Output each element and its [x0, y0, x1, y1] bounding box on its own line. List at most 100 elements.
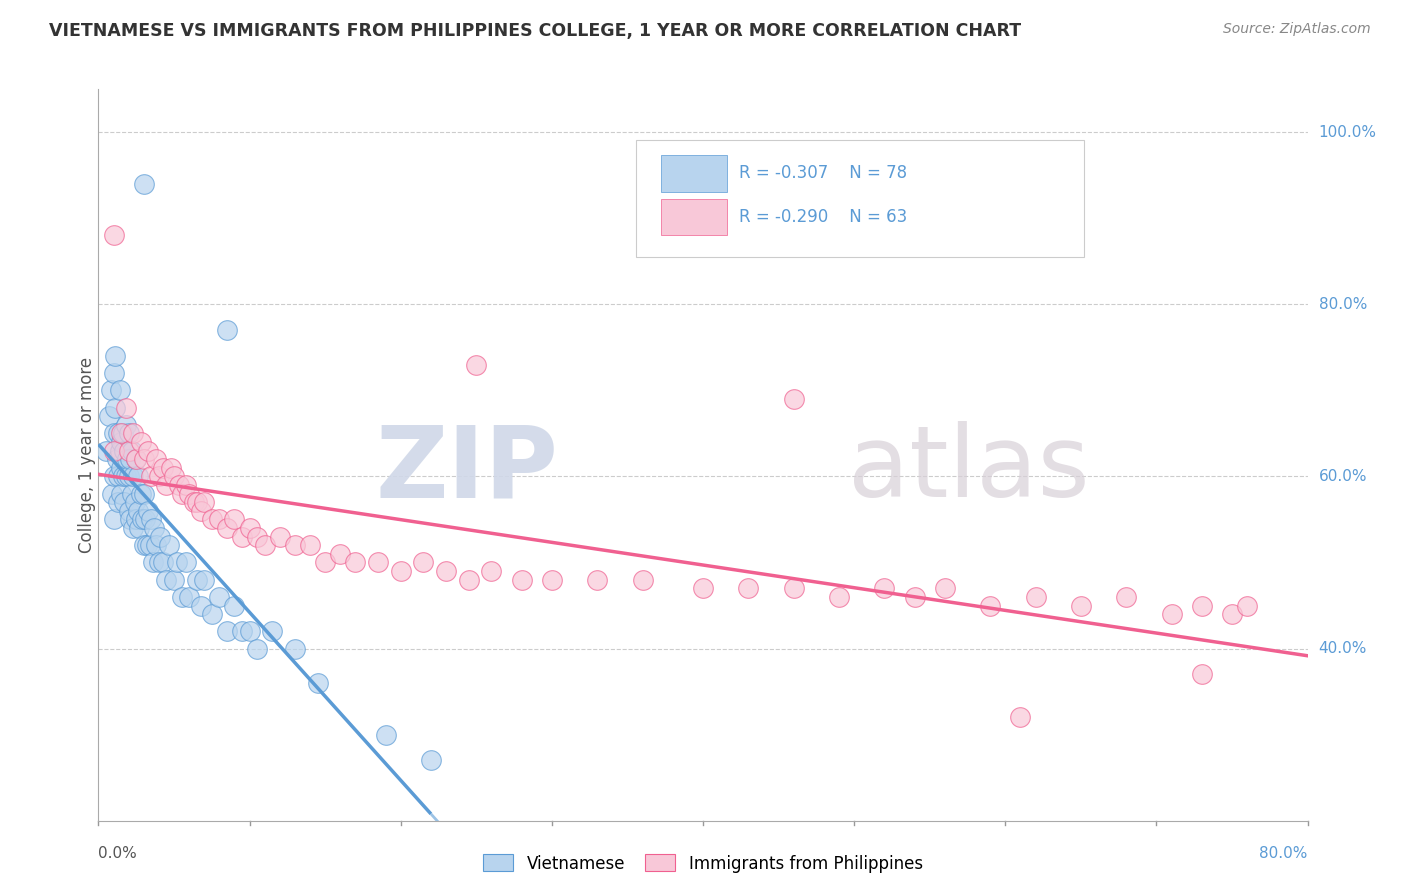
- Point: [167, 478, 190, 492]
- Point: [284, 641, 307, 656]
- Point: [100, 384, 122, 398]
- Point: [284, 538, 307, 552]
- Point: [103, 512, 125, 526]
- Text: VIETNAMESE VS IMMIGRANTS FROM PHILIPPINES COLLEGE, 1 YEAR OR MORE CORRELATION CH: VIETNAMESE VS IMMIGRANTS FROM PHILIPPINE…: [49, 22, 1021, 40]
- Point: [104, 349, 127, 363]
- Point: [118, 426, 141, 441]
- Point: [163, 469, 186, 483]
- Point: [132, 452, 155, 467]
- Point: [114, 469, 136, 483]
- Point: [215, 521, 238, 535]
- Y-axis label: College, 1 year or more: College, 1 year or more: [79, 357, 96, 553]
- Point: [170, 590, 193, 604]
- Point: [121, 486, 143, 500]
- Text: 40.0%: 40.0%: [1319, 641, 1367, 656]
- Text: 80.0%: 80.0%: [1319, 297, 1367, 312]
- Point: [389, 564, 412, 578]
- Text: R = -0.290    N = 63: R = -0.290 N = 63: [740, 208, 907, 227]
- Point: [94, 443, 117, 458]
- Point: [481, 564, 503, 578]
- Point: [125, 512, 148, 526]
- FancyBboxPatch shape: [661, 199, 727, 235]
- Point: [231, 530, 253, 544]
- Point: [103, 228, 125, 243]
- Point: [239, 521, 262, 535]
- Point: [367, 556, 389, 570]
- Point: [465, 358, 488, 372]
- Point: [149, 530, 172, 544]
- Point: [170, 486, 193, 500]
- Text: 100.0%: 100.0%: [1319, 125, 1376, 140]
- Point: [163, 573, 186, 587]
- Point: [112, 443, 135, 458]
- Point: [155, 573, 177, 587]
- Point: [110, 460, 132, 475]
- Point: [141, 512, 163, 526]
- Point: [1115, 590, 1137, 604]
- Point: [208, 590, 231, 604]
- Text: Source: ZipAtlas.com: Source: ZipAtlas.com: [1223, 22, 1371, 37]
- Point: [110, 435, 132, 450]
- Point: [904, 590, 927, 604]
- Point: [114, 401, 136, 415]
- Point: [737, 582, 759, 596]
- Point: [139, 538, 162, 552]
- Point: [118, 504, 141, 518]
- Point: [124, 495, 146, 509]
- Point: [231, 624, 253, 639]
- Point: [314, 556, 336, 570]
- Point: [193, 495, 215, 509]
- Point: [127, 469, 149, 483]
- Point: [118, 443, 141, 458]
- FancyBboxPatch shape: [637, 140, 1084, 258]
- Point: [269, 530, 291, 544]
- Point: [141, 469, 163, 483]
- Point: [103, 443, 125, 458]
- Point: [108, 384, 131, 398]
- Point: [224, 512, 246, 526]
- Point: [132, 538, 155, 552]
- Point: [190, 599, 212, 613]
- Point: [122, 469, 145, 483]
- Point: [111, 469, 134, 483]
- Point: [934, 582, 956, 596]
- Point: [134, 512, 156, 526]
- Point: [1010, 710, 1032, 724]
- Point: [246, 530, 269, 544]
- Point: [145, 538, 167, 552]
- Point: [107, 426, 129, 441]
- Point: [136, 504, 159, 518]
- Point: [329, 547, 352, 561]
- Point: [307, 676, 329, 690]
- Point: [110, 426, 132, 441]
- Point: [253, 538, 276, 552]
- Point: [208, 512, 231, 526]
- Point: [120, 452, 142, 467]
- Point: [111, 426, 134, 441]
- Point: [215, 624, 238, 639]
- Point: [108, 443, 131, 458]
- Text: 80.0%: 80.0%: [1260, 846, 1308, 861]
- Point: [783, 392, 806, 406]
- Point: [457, 573, 479, 587]
- Point: [152, 556, 174, 570]
- Point: [246, 641, 269, 656]
- Point: [540, 573, 562, 587]
- Point: [193, 573, 215, 587]
- Point: [224, 599, 246, 613]
- Point: [159, 538, 181, 552]
- Point: [148, 556, 170, 570]
- Point: [586, 573, 609, 587]
- Point: [179, 590, 201, 604]
- Point: [344, 556, 367, 570]
- Point: [135, 538, 157, 552]
- Point: [112, 495, 135, 509]
- Point: [873, 582, 896, 596]
- Point: [201, 607, 224, 621]
- Text: 0.0%: 0.0%: [98, 846, 138, 861]
- Point: [828, 590, 851, 604]
- Point: [115, 452, 138, 467]
- Point: [239, 624, 262, 639]
- Point: [412, 556, 434, 570]
- Point: [510, 573, 533, 587]
